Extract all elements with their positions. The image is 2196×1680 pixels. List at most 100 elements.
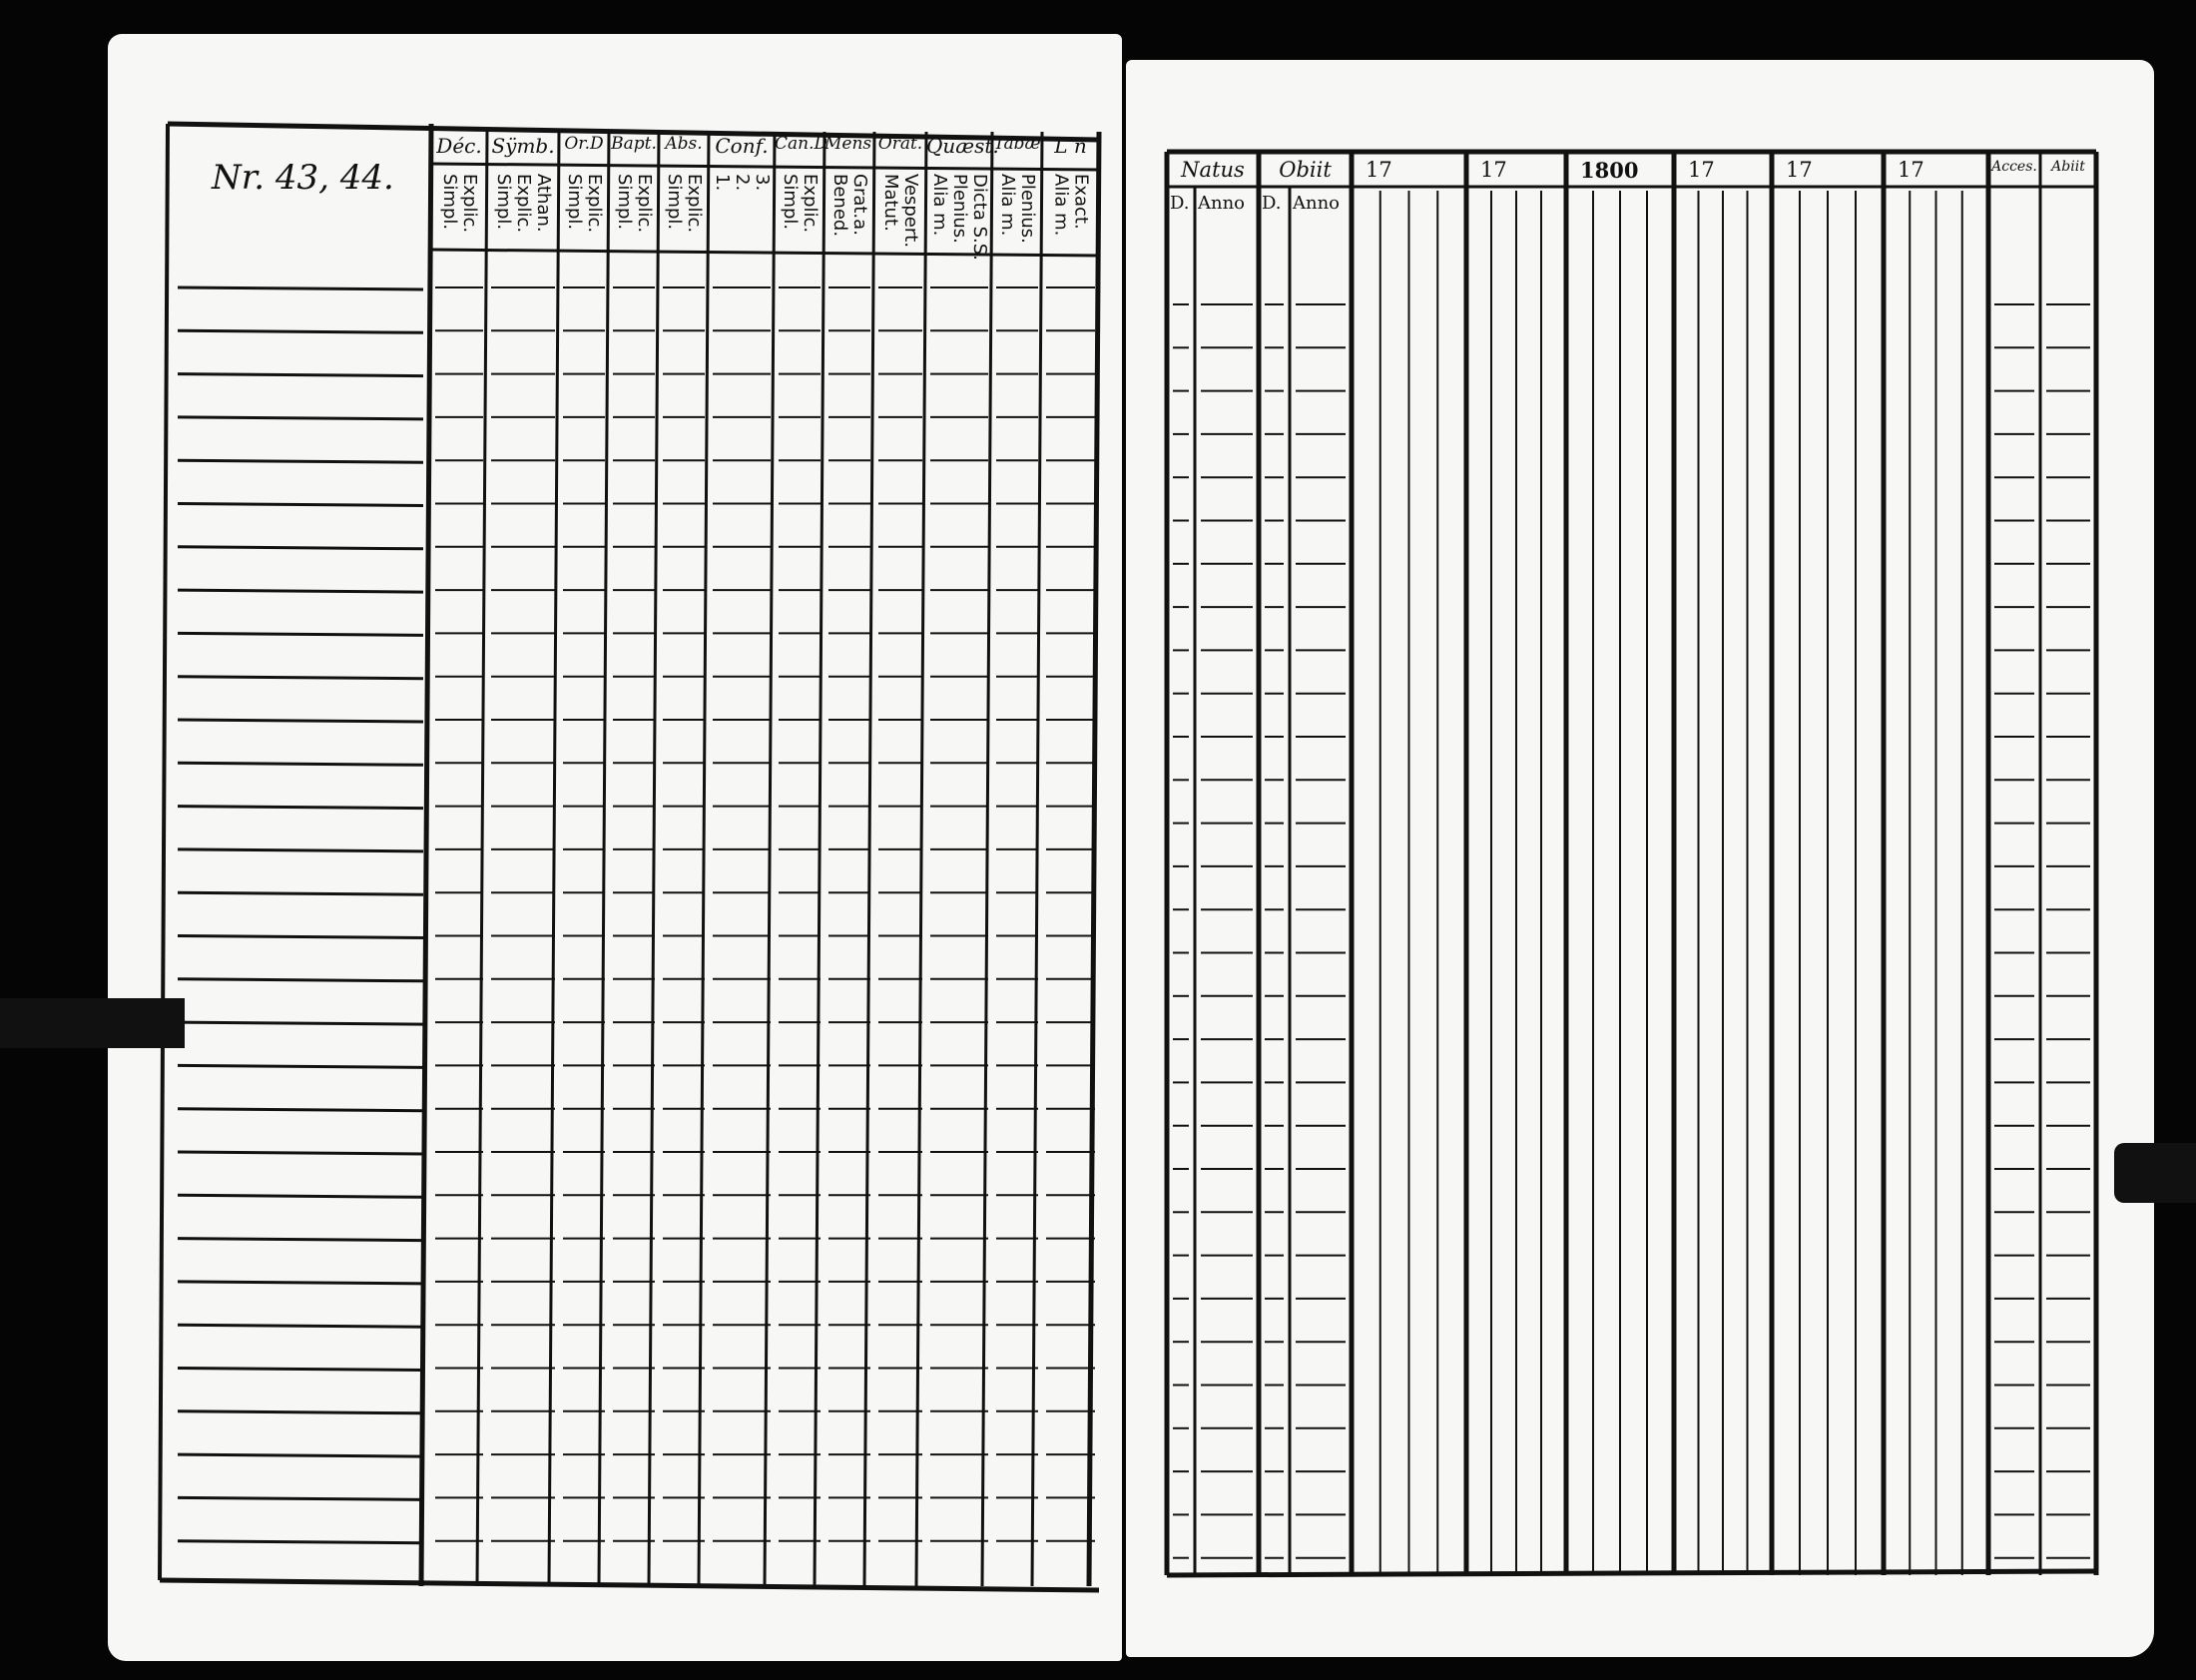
column-subheader: Grat.a. xyxy=(849,174,870,236)
ruling-line xyxy=(158,123,170,1581)
ruling-line xyxy=(430,248,1100,258)
column-subheader: Explic. xyxy=(634,174,655,234)
ruling-line xyxy=(177,1367,424,1372)
column-header: Quæst. xyxy=(926,134,999,158)
ruling-line xyxy=(430,162,1100,172)
ruling-line xyxy=(177,328,424,334)
column-subheader: D. xyxy=(1170,193,1190,214)
ruling-line xyxy=(597,131,611,1587)
column-header: Or.D xyxy=(564,134,604,154)
ruling-line xyxy=(177,1409,424,1415)
column-header: 1800 xyxy=(1580,158,1639,183)
column-header: Can.D xyxy=(775,134,828,154)
ruling-line xyxy=(177,847,424,853)
ruling-line xyxy=(177,285,424,291)
column-subheader: Simpl. xyxy=(439,174,460,231)
ruling-line xyxy=(177,1020,424,1026)
book-clip xyxy=(0,998,185,1048)
column-header: 17 xyxy=(1786,158,1813,182)
ruling-line xyxy=(475,131,489,1587)
column-header: Natus xyxy=(1181,158,1245,182)
column-header: Acces. xyxy=(1991,159,2037,175)
ruling-line xyxy=(1166,1568,2097,1578)
ruling-line xyxy=(177,458,424,464)
column-subheader: Dicta S.S. xyxy=(969,174,990,261)
column-header: 17 xyxy=(1366,158,1392,182)
ruling-line xyxy=(167,121,1100,143)
column-header: 17 xyxy=(1688,158,1715,182)
column-header: Conf. xyxy=(715,134,769,158)
ruling-line xyxy=(159,1577,1100,1593)
column-header: 17 xyxy=(1898,158,1924,182)
ruling-line xyxy=(980,131,994,1587)
column-subheader: Plenius. xyxy=(949,174,970,244)
column-subheader: Explic. xyxy=(513,174,534,234)
column-subheader: Simpl. xyxy=(614,174,635,231)
column-subheader: Simpl. xyxy=(664,174,685,231)
column-subheader: Vespert. xyxy=(900,174,921,249)
column-subheader: Plenius. xyxy=(1017,174,1038,244)
ruling-line xyxy=(177,1495,424,1501)
column-header: Sÿmb. xyxy=(491,134,555,158)
ruling-line xyxy=(547,131,561,1587)
ruling-line xyxy=(647,131,661,1587)
ruling-line xyxy=(177,631,424,637)
column-subheader: Alia m. xyxy=(997,174,1018,237)
ruling-line xyxy=(177,1280,424,1286)
ruling-line xyxy=(177,805,424,811)
ruling-line xyxy=(177,890,424,896)
ruling-line xyxy=(177,588,424,594)
column-header: Orat. xyxy=(877,134,923,154)
column-header: Obiit xyxy=(1279,158,1332,182)
column-subheader: Anno xyxy=(1198,193,1246,214)
ruling-line xyxy=(177,718,424,724)
ruling-line xyxy=(177,1237,424,1243)
ruling-line xyxy=(177,1150,424,1156)
ruling-line xyxy=(177,1539,424,1545)
column-subheader: 3. xyxy=(752,174,773,192)
column-subheader: Explic. xyxy=(584,174,605,234)
register-number: Nr. 43, 44. xyxy=(212,158,394,198)
ruling-line xyxy=(418,123,434,1587)
column-subheader: 1. xyxy=(712,174,733,192)
column-header: 17 xyxy=(1480,158,1507,182)
column-subheader: Explic. xyxy=(800,174,821,234)
column-header: L n xyxy=(1054,134,1087,158)
column-header: Abiit xyxy=(2051,159,2085,175)
ruling-line xyxy=(763,131,777,1587)
column-header: Bapt. xyxy=(611,134,657,154)
book-clip xyxy=(2114,1143,2196,1203)
ruling-line xyxy=(177,675,424,681)
ruling-line xyxy=(177,502,424,507)
ruling-line xyxy=(177,1323,424,1329)
ruling-line xyxy=(177,545,424,551)
ruling-line xyxy=(177,934,424,939)
column-header: Tabæ xyxy=(993,134,1041,154)
column-subheader: Alia m. xyxy=(1050,174,1072,237)
column-subheader: Simpl. xyxy=(780,174,801,231)
column-subheader: Anno xyxy=(1293,193,1341,214)
right-page xyxy=(1126,60,2154,1657)
ruling-line xyxy=(177,761,424,767)
ruling-line xyxy=(862,131,876,1587)
ruling-line xyxy=(914,131,928,1587)
ruling-line xyxy=(177,977,424,983)
ruling-line xyxy=(813,131,826,1587)
ruling-line xyxy=(177,1107,424,1113)
column-header: Déc. xyxy=(436,134,482,158)
column-header: Mens. xyxy=(824,134,877,154)
column-subheader: Matut. xyxy=(880,174,901,232)
column-subheader: Athan. xyxy=(533,174,554,233)
column-subheader: Exact. xyxy=(1070,174,1092,230)
column-subheader: Explic. xyxy=(459,174,480,234)
ruling-line xyxy=(177,1193,424,1199)
ruling-line xyxy=(1030,131,1044,1587)
column-subheader: 2. xyxy=(732,174,753,192)
left-page xyxy=(108,34,1122,1661)
column-subheader: Bened. xyxy=(829,174,850,238)
column-subheader: Alia m. xyxy=(929,174,950,237)
ruling-line xyxy=(177,415,424,421)
column-subheader: D. xyxy=(1262,193,1282,214)
